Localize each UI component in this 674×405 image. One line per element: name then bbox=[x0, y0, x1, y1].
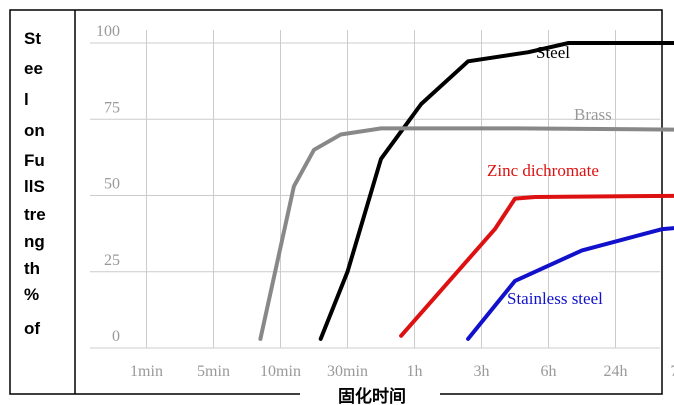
x-tick-label: 1h bbox=[407, 363, 423, 380]
y-label-line: th bbox=[24, 259, 40, 278]
y-tick-label: 100 bbox=[96, 23, 120, 40]
x-tick-label: 30min bbox=[327, 363, 368, 380]
y-label-line: of bbox=[24, 319, 40, 338]
x-tick-label: 5min bbox=[197, 363, 230, 380]
series-label: Stainless steel bbox=[507, 289, 603, 308]
y-label-line: St bbox=[24, 29, 41, 48]
y-label-line: ee bbox=[24, 59, 43, 78]
x-tick-label: 10min bbox=[260, 363, 301, 380]
y-label-line: % bbox=[24, 285, 39, 304]
series-label: Zinc dichromate bbox=[487, 161, 599, 180]
y-label-line: l bbox=[24, 90, 29, 109]
series-labels: Steel Brass Zinc dichromate Stainless steel bbox=[487, 43, 612, 308]
x-tick-label: 6h bbox=[541, 363, 557, 380]
y-tick-label: 25 bbox=[104, 252, 120, 269]
y-label-line: llS bbox=[24, 177, 45, 196]
y-label-line: on bbox=[24, 121, 45, 140]
y-label-line: Fu bbox=[24, 151, 45, 170]
x-axis-title: 固化时间 bbox=[338, 386, 406, 405]
x-title-backdrop bbox=[300, 389, 440, 405]
x-tick-label: 1min bbox=[130, 363, 163, 380]
series-line-zinc-dichromate bbox=[399, 193, 674, 338]
x-tick-label: 72h bbox=[671, 363, 674, 380]
series-line-steel bbox=[318, 41, 674, 341]
series-label: Brass bbox=[574, 105, 612, 124]
y-tick-label: 0 bbox=[112, 328, 120, 345]
x-tick-labels: 1min 5min 10min 30min 1h 3h 6h 24h 72h bbox=[130, 363, 674, 380]
y-axis-label: St ee l on Fu llS tre ng th% of bbox=[24, 29, 46, 338]
y-tick-labels: 0 25 50 75 100 bbox=[96, 23, 120, 345]
series-lines bbox=[258, 41, 674, 341]
series-line-stainless-steel bbox=[466, 226, 674, 341]
x-tick-label: 24h bbox=[604, 363, 628, 380]
y-label-line: tre bbox=[24, 205, 46, 224]
y-label-line: ng bbox=[24, 232, 45, 251]
series-label: Steel bbox=[536, 43, 570, 62]
series-line-brass bbox=[258, 126, 674, 341]
y-tick-label: 50 bbox=[104, 176, 120, 193]
x-tick-label: 3h bbox=[474, 363, 490, 380]
y-tick-label: 75 bbox=[104, 99, 120, 116]
